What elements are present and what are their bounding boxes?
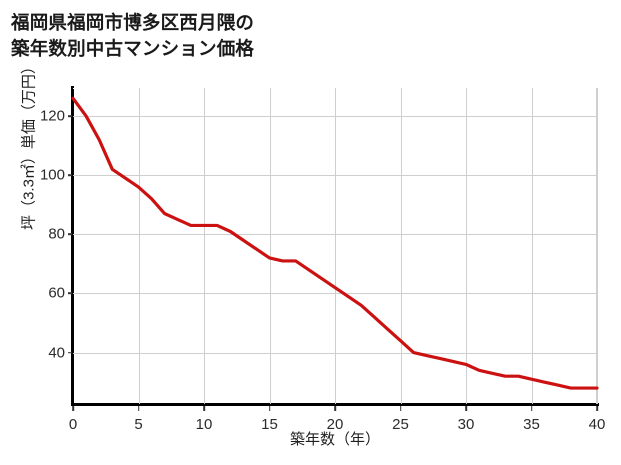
x-axis-tick-label: 25 bbox=[392, 416, 409, 433]
plot-area bbox=[71, 88, 599, 404]
y-axis-tick-mark bbox=[68, 115, 72, 117]
x-axis-tick-mark bbox=[203, 406, 205, 411]
y-axis-tick-label: 40 bbox=[48, 344, 65, 362]
x-axis-tick-mark bbox=[399, 406, 402, 411]
series-line-layer bbox=[71, 96, 599, 390]
gridline-vertical bbox=[335, 88, 336, 404]
plot-right-border bbox=[596, 88, 597, 404]
x-axis-tick-label: 30 bbox=[457, 416, 475, 433]
x-axis-tick-labels: 0 5 10 15 20 25 30 35 40 bbox=[69, 406, 605, 436]
y-axis-tick-mark bbox=[68, 351, 72, 354]
x-axis-tick-mark bbox=[334, 406, 336, 411]
gridline-vertical bbox=[597, 88, 598, 404]
gridline-vertical bbox=[138, 88, 140, 404]
x-axis-tick-mark bbox=[530, 406, 533, 411]
x-axis-tick-label: 10 bbox=[195, 416, 213, 433]
y-axis-tick-mark bbox=[68, 292, 72, 295]
x-axis-tick-mark bbox=[596, 406, 598, 411]
x-axis-tick-mark bbox=[137, 406, 140, 411]
x-axis-tick-label: 40 bbox=[588, 416, 606, 433]
series-line-price bbox=[71, 96, 599, 390]
y-axis-tick-mark bbox=[68, 233, 72, 236]
y-axis-tick-label: 80 bbox=[48, 225, 65, 243]
x-axis-title: 築年数（年） bbox=[289, 431, 380, 448]
y-axis-tick-label: 100 bbox=[39, 166, 65, 184]
x-axis-tick-label: 5 bbox=[134, 416, 143, 433]
gridline-vertical bbox=[531, 88, 533, 404]
y-axis-tick-label: 120 bbox=[39, 107, 65, 125]
y-axis-title: 坪（3.3㎡）単価（万円） bbox=[20, 59, 38, 230]
gridline-vertical bbox=[269, 88, 271, 404]
x-axis-tick-label: 15 bbox=[261, 416, 278, 433]
x-axis-tick-mark bbox=[268, 406, 271, 411]
x-axis-tick-label: 20 bbox=[326, 416, 344, 433]
x-axis-tick-mark bbox=[465, 406, 467, 411]
gridline-vertical bbox=[204, 88, 205, 404]
gridline-vertical bbox=[400, 88, 402, 404]
chart-title: 福岡県福岡市博多区西月隈の 築年数別中古マンション価格 bbox=[11, 12, 255, 60]
x-axis-tick-mark bbox=[72, 406, 74, 411]
x-axis-tick-label: 0 bbox=[68, 416, 78, 433]
gridline-vertical bbox=[466, 88, 467, 404]
y-axis-tick-label: 60 bbox=[48, 284, 65, 302]
x-axis-tick-label: 35 bbox=[523, 416, 540, 433]
y-axis-tick-mark bbox=[68, 174, 72, 176]
y-axis-spine bbox=[71, 86, 74, 406]
x-axis-spine bbox=[71, 403, 599, 406]
y-axis-tick-labels: 40 60 80 100 120 bbox=[0, 88, 72, 404]
